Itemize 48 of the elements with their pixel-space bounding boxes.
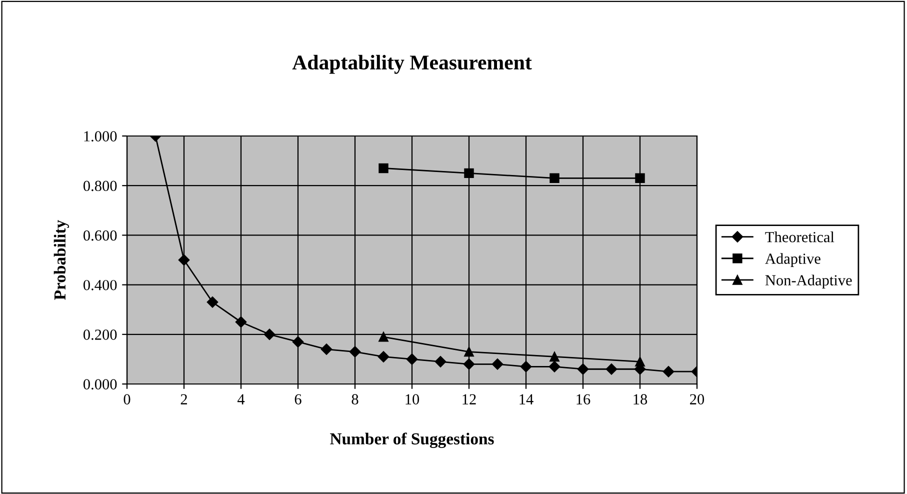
point	[292, 336, 304, 348]
point	[635, 356, 645, 367]
point	[550, 173, 560, 184]
x-tick-label: 6	[294, 394, 302, 404]
point	[463, 358, 475, 370]
x-tick-label: 16	[576, 394, 590, 404]
y-tick-label: 0.400	[83, 280, 117, 290]
y-tick-label: 0.800	[83, 180, 117, 192]
point	[378, 163, 388, 174]
y-axis-title: Probability	[54, 220, 70, 300]
point	[550, 352, 560, 362]
x-axis-title: Number of Suggestions	[330, 432, 494, 448]
chart-title: Adaptability Measurement	[292, 54, 532, 74]
point	[235, 316, 247, 328]
point	[378, 351, 390, 362]
point	[320, 344, 332, 355]
point	[464, 346, 474, 357]
y-tick-label: 0.000	[83, 379, 117, 390]
point	[206, 296, 218, 308]
point	[378, 332, 388, 342]
point	[434, 356, 446, 368]
y-tick-label: 0.200	[83, 330, 117, 340]
y-tick-label: 1.000	[84, 131, 117, 142]
point	[662, 366, 674, 378]
legend-label: Theoretical	[765, 232, 834, 242]
point	[178, 254, 190, 266]
x-tick-label: 0	[124, 394, 130, 404]
point	[464, 168, 474, 178]
point	[606, 364, 618, 375]
x-tick-label: 4	[237, 394, 245, 404]
point	[520, 361, 532, 372]
x-tick-label: 8	[352, 394, 358, 404]
x-tick-label: 18	[634, 394, 648, 404]
point	[349, 346, 361, 358]
x-tick-label: 2	[180, 394, 187, 404]
point	[635, 173, 645, 184]
point	[406, 354, 418, 365]
point	[577, 364, 589, 375]
y-tick-label: 0.600	[83, 230, 117, 241]
point	[548, 361, 560, 372]
point	[492, 358, 504, 370]
legend-label: Adaptive	[765, 253, 820, 267]
point	[264, 328, 276, 340]
x-tick-label: 20	[690, 394, 704, 404]
x-tick-label: 12	[462, 394, 476, 404]
x-tick-label: 10	[406, 394, 420, 404]
legend-label: Non-Adaptive	[765, 274, 852, 289]
x-tick-label: 14	[520, 394, 534, 404]
